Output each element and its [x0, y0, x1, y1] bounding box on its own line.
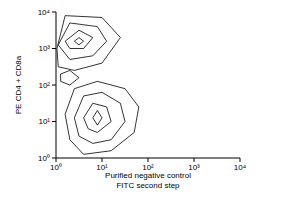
svg-text:10³: 10³	[38, 44, 50, 53]
svg-text:PE CD4 + CD8a: PE CD4 + CD8a	[14, 55, 23, 114]
svg-text:10⁴: 10⁴	[234, 163, 247, 172]
svg-text:10²: 10²	[38, 81, 50, 90]
svg-text:Purified negative controlFITC: Purified negative controlFITC second ste…	[105, 171, 191, 190]
svg-text:10⁰: 10⁰	[50, 163, 62, 172]
svg-text:10¹: 10¹	[96, 163, 108, 172]
svg-text:10⁰: 10⁰	[38, 154, 50, 163]
svg-text:10¹: 10¹	[38, 117, 50, 126]
svg-text:10²: 10²	[142, 163, 154, 172]
svg-text:10³: 10³	[188, 163, 200, 172]
svg-text:10⁴: 10⁴	[38, 8, 51, 17]
